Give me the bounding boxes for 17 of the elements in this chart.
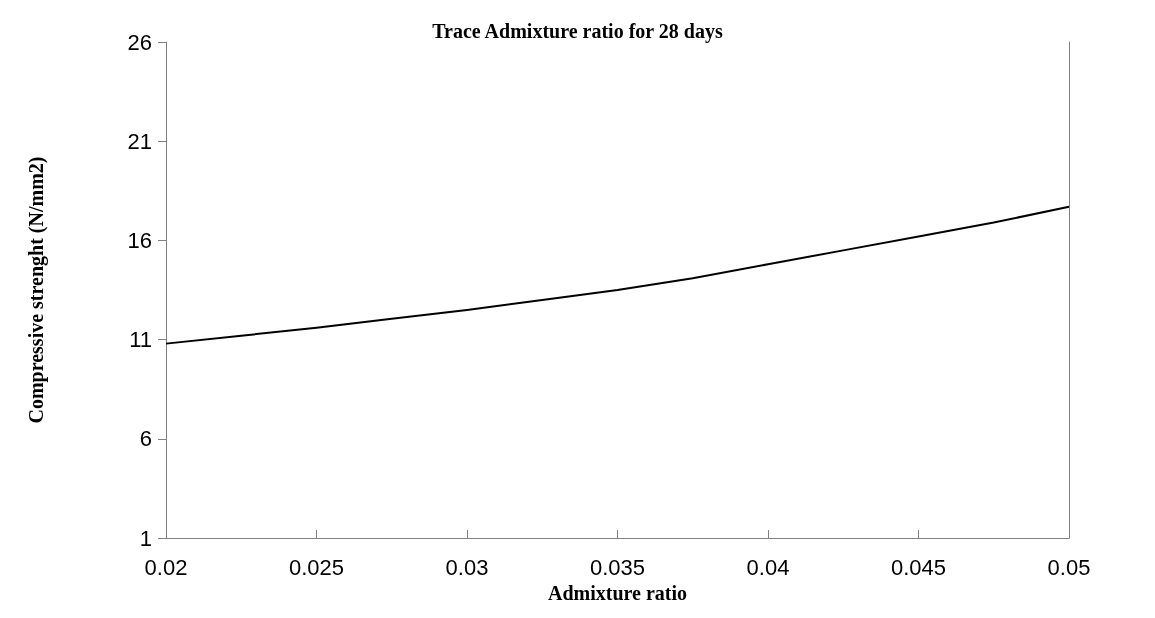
- y-tick-label: 6: [139, 426, 152, 452]
- y-tick-label: 26: [127, 29, 152, 55]
- chart-title: Trace Admixture ratio for 28 days: [432, 20, 723, 43]
- y-tick-label: 16: [127, 227, 152, 253]
- line-series: [165, 205, 1070, 345]
- x-tick-label: 0.05: [1047, 554, 1091, 580]
- y-axis-title: Compressive strenght (N/mm2): [25, 156, 48, 424]
- x-tick-label: 0.025: [288, 554, 345, 580]
- x-tick-label: 0.045: [890, 554, 947, 580]
- y-tick-label: 11: [129, 327, 152, 353]
- y-tick-label: 1: [139, 525, 152, 551]
- x-axis-title: Admixture ratio: [547, 582, 688, 604]
- x-tick-label: 0.035: [589, 554, 646, 580]
- x-tick-label: 0.03: [445, 554, 489, 580]
- y-tick-label: 21: [127, 128, 152, 154]
- x-tick-label: 0.04: [746, 554, 790, 580]
- x-tick-label: 0.02: [144, 554, 188, 580]
